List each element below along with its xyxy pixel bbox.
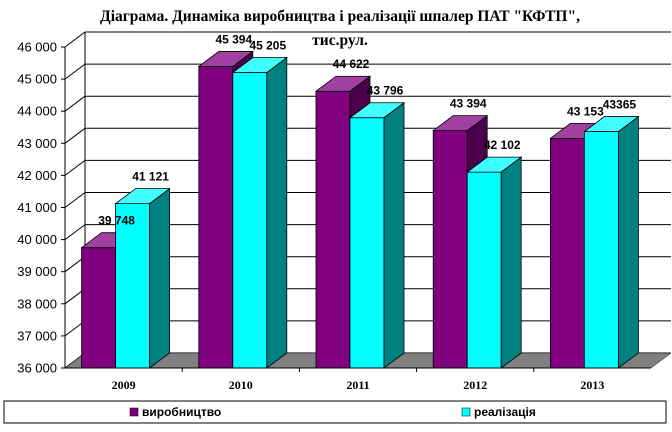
data-label: 42 102: [484, 138, 521, 152]
legend-box: [3, 400, 667, 424]
bar-top: [314, 75, 372, 92]
bar: [231, 56, 288, 369]
x-tick-label: 2013: [580, 378, 604, 392]
bar: [348, 101, 406, 369]
data-label: 43 796: [367, 84, 404, 98]
bar-front: [81, 247, 116, 369]
bar-top: [197, 51, 255, 67]
bar-side: [500, 156, 522, 369]
x-tick-label: 2012: [463, 378, 487, 392]
legend: виробництво реалізація: [3, 400, 667, 424]
gridline-depth: [64, 63, 86, 80]
bar-side: [266, 56, 288, 369]
data-label: 45 394: [215, 32, 252, 46]
y-tick-label: 43 000: [17, 136, 57, 151]
y-tick-label: 40 000: [17, 232, 57, 247]
data-label: 41 121: [132, 170, 169, 184]
chart-title: Діаграма. Динаміка виробництва і реаліза…: [100, 8, 580, 25]
bar-front: [198, 66, 234, 369]
bar-top: [114, 188, 171, 205]
x-tick-label: 2010: [229, 378, 253, 392]
bar-front: [432, 130, 468, 369]
data-label: 43 153: [567, 104, 604, 118]
x-tick-label: 2011: [346, 378, 369, 392]
y-tick-label: 44 000: [17, 104, 57, 119]
bar-front: [584, 131, 619, 369]
bar-top: [466, 156, 523, 173]
data-label: 43365: [603, 98, 637, 112]
gridline-depth: [64, 224, 86, 241]
bar-top: [432, 115, 489, 132]
bar-side: [618, 115, 639, 369]
data-label: 44 622: [333, 57, 370, 71]
bar-front: [315, 90, 351, 369]
y-tick-label: 42 000: [17, 168, 57, 183]
data-label: 39 748: [98, 214, 135, 228]
legend-swatch-production: [129, 407, 139, 417]
y-tick-label: 46 000: [17, 40, 57, 55]
bar-front: [115, 203, 150, 369]
gridline-depth: [64, 192, 86, 208]
bar-front: [349, 117, 385, 369]
bar: [114, 187, 171, 369]
bar: [466, 156, 523, 369]
bar-top: [231, 57, 288, 73]
bar-side: [149, 187, 171, 369]
gridline-depth: [64, 95, 86, 112]
y-tick-label: 39 000: [17, 264, 57, 279]
bar-side: [383, 101, 405, 369]
bar-front: [550, 137, 585, 369]
data-label: 43 394: [450, 97, 487, 111]
bar-top: [583, 116, 640, 132]
bar-front: [466, 171, 502, 369]
y-tick-label: 36 000: [17, 361, 57, 376]
x-axis: 2009 2010 2011 2012 2013: [65, 367, 651, 392]
chart-title-unit: тис.рул.: [312, 32, 368, 49]
y-tick-label: 37 000: [17, 328, 57, 343]
x-tick-label: 2009: [112, 378, 136, 392]
gridline-depth: [64, 159, 86, 176]
y-axis: 36 000 37 000 38 000 39 000 40 000 41 000 42 0…: [17, 40, 66, 376]
legend-swatch-sales: [461, 407, 471, 417]
bar: [583, 115, 640, 369]
gridline-depth: [64, 127, 86, 144]
legend-label-production: виробництво: [142, 405, 221, 419]
y-tick-label: 41 000: [17, 200, 57, 215]
data-label: 45 205: [249, 39, 286, 53]
legend-label-sales: реалізація: [474, 405, 536, 419]
y-tick-label: 45 000: [17, 72, 57, 87]
gridline-depth: [64, 31, 86, 48]
bar-top: [348, 102, 406, 119]
bar-front: [232, 72, 268, 369]
bars: [80, 50, 640, 369]
y-tick-label: 38 000: [17, 296, 57, 311]
